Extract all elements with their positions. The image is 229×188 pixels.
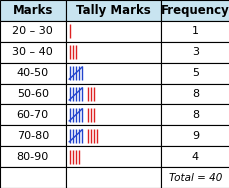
Text: 70-80: 70-80 (16, 131, 49, 141)
Bar (65, 83, 160, 105)
Bar (160, 105, 229, 125)
Text: 5: 5 (191, 68, 198, 78)
Text: 9: 9 (191, 131, 198, 141)
Bar (160, 21, 229, 42)
Text: Frequency: Frequency (161, 4, 229, 17)
Bar (65, 125, 160, 146)
Bar (160, 167, 229, 188)
Bar (0, 105, 65, 125)
Text: 50-60: 50-60 (17, 89, 49, 99)
Text: 60-70: 60-70 (17, 110, 49, 120)
Text: 20 – 30: 20 – 30 (12, 26, 53, 36)
Bar (65, 105, 160, 125)
Text: 4: 4 (191, 152, 198, 162)
Bar (0, 21, 65, 42)
Text: Marks: Marks (13, 4, 53, 17)
Text: 1: 1 (191, 26, 198, 36)
Bar (65, 63, 160, 83)
Text: 30 – 40: 30 – 40 (12, 47, 53, 57)
Bar (0, 167, 65, 188)
Text: 40-50: 40-50 (17, 68, 49, 78)
Text: Total = 40: Total = 40 (168, 173, 221, 183)
Bar (160, 0, 229, 21)
Bar (160, 83, 229, 105)
Bar (0, 125, 65, 146)
Text: Tally Marks: Tally Marks (76, 4, 150, 17)
Bar (65, 21, 160, 42)
Bar (160, 125, 229, 146)
Bar (160, 42, 229, 63)
Bar (160, 63, 229, 83)
Bar (65, 167, 160, 188)
Bar (0, 0, 65, 21)
Bar (0, 63, 65, 83)
Text: 8: 8 (191, 89, 198, 99)
Text: 80-90: 80-90 (16, 152, 49, 162)
Bar (0, 146, 65, 167)
Text: 8: 8 (191, 110, 198, 120)
Bar (160, 146, 229, 167)
Bar (65, 146, 160, 167)
Bar (65, 42, 160, 63)
Text: 3: 3 (191, 47, 198, 57)
Bar (65, 0, 160, 21)
Bar (0, 42, 65, 63)
Bar (0, 83, 65, 105)
